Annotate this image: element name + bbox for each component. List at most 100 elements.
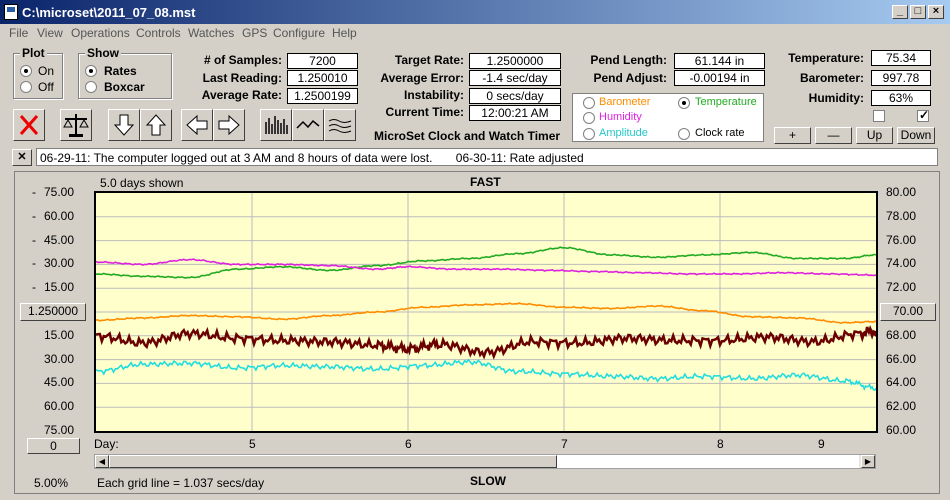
chart-panel	[14, 171, 940, 494]
scroll-track[interactable]	[557, 455, 859, 468]
y-left-tick: 15.00	[44, 280, 75, 295]
pend-adjust-field: -0.00194 in	[674, 70, 765, 86]
y-left-tick: 45.00	[44, 232, 75, 247]
title-bar: C:\microset\2011_07_08.mst _ □ ×	[0, 0, 950, 24]
center-temp-button[interactable]: 70.00	[880, 303, 936, 321]
plot-on-radio[interactable]	[20, 65, 32, 77]
stop-button[interactable]	[13, 109, 45, 141]
smooth-line-button[interactable]	[292, 109, 324, 141]
trace-amplitude-label: Amplitude	[599, 127, 648, 139]
center-rate-button[interactable]: 1.250000	[20, 303, 86, 321]
average-error-label: Average Error:	[380, 71, 464, 85]
y-right-tick: 68.00	[886, 327, 917, 342]
chart-svg	[96, 193, 876, 431]
y-left-tick: 30.00	[44, 256, 75, 271]
menu-gps[interactable]: GPS	[242, 26, 268, 40]
x-tick: 6	[405, 437, 412, 451]
close-window-button[interactable]: ×	[928, 5, 944, 19]
scroll-right-button[interactable]: ▶	[861, 455, 875, 468]
y-left-tick: 75.00	[44, 423, 75, 437]
trace-humidity-radio[interactable]	[583, 112, 595, 124]
samples-field: 7200	[287, 53, 358, 69]
minimize-button[interactable]: _	[892, 5, 908, 19]
arrow-up-button[interactable]	[140, 109, 172, 141]
pend-adjust-label: Pend Adjust:	[593, 71, 667, 85]
average-error-field: -1.4 sec/day	[469, 70, 561, 86]
scale-down-button[interactable]: Down	[897, 127, 935, 144]
app-icon	[4, 4, 18, 20]
balance-button[interactable]	[60, 109, 92, 141]
pend-length-field[interactable]: 61.144 in	[674, 53, 765, 69]
menu-watches[interactable]: Watches	[188, 26, 235, 40]
scale-up-button[interactable]: Up	[856, 127, 893, 144]
series-line-temperature	[96, 246, 876, 279]
env-checkbox-1[interactable]	[873, 110, 885, 122]
trace-barometer-radio[interactable]	[583, 97, 595, 109]
maximize-button[interactable]: □	[910, 5, 926, 19]
instability-label: Instability:	[403, 88, 464, 102]
plot-off-radio[interactable]	[20, 81, 32, 93]
average-rate-field: 1.2500199	[287, 88, 358, 104]
y-right-tick: 76.00	[886, 232, 917, 247]
trace-amplitude-radio[interactable]	[583, 128, 595, 140]
menu-controls[interactable]: Controls	[136, 26, 181, 40]
x-tick: 9	[818, 437, 825, 451]
chart-scrollbar[interactable]: ◀ ▶	[94, 454, 876, 469]
series-line-clock-rate	[96, 324, 876, 360]
arrow-right-button[interactable]	[213, 109, 245, 141]
series-line-barometer	[96, 302, 876, 325]
last-reading-field: 1.250010	[287, 70, 358, 86]
show-boxcar-label: Boxcar	[104, 80, 145, 94]
target-rate-field[interactable]: 1.2500000	[469, 53, 561, 69]
y-right-tick: 74.00	[886, 256, 917, 271]
histogram-button[interactable]	[260, 109, 292, 141]
env-checkbox-2[interactable]: ✓	[917, 108, 930, 122]
arrow-left-icon	[186, 114, 208, 136]
notes-close-button[interactable]: ✕	[12, 149, 32, 166]
scale-minus-button[interactable]: —	[815, 127, 852, 144]
y-left-sign: -	[32, 185, 36, 199]
menu-file[interactable]: File	[9, 26, 29, 40]
arrow-down-icon	[113, 114, 135, 136]
menu-operations[interactable]: Operations	[71, 26, 130, 40]
y-right-tick: 60.00	[886, 423, 917, 437]
temperature-label: Temperature:	[788, 51, 864, 65]
menu-help[interactable]: Help	[332, 26, 357, 40]
window-title: C:\microset\2011_07_08.mst	[22, 5, 196, 20]
show-boxcar-radio[interactable]	[85, 81, 97, 93]
y-left-tick: 75.00	[44, 185, 75, 199]
barometer-label: Barometer:	[799, 71, 864, 85]
temperature-field: 75.34	[871, 50, 931, 66]
series-line-humidity	[96, 258, 876, 277]
days-shown-label: 5.0 days shown	[100, 176, 184, 190]
show-rates-label: Rates	[104, 64, 137, 78]
zero-offset-button[interactable]: 0	[27, 438, 80, 454]
slow-label: SLOW	[470, 474, 506, 488]
menu-view[interactable]: View	[37, 26, 63, 40]
y-left-tick: 45.00	[44, 375, 75, 390]
y-right-tick: 66.00	[886, 351, 917, 366]
show-group: Show Rates Boxcar	[78, 46, 172, 99]
humidity-label: Humidity:	[808, 91, 864, 105]
plot-on-label: On	[38, 64, 55, 78]
arrow-right-icon	[218, 114, 240, 136]
trace-temperature-radio[interactable]	[678, 97, 690, 109]
notes-field[interactable]: 06-29-11: The computer logged out at 3 A…	[36, 148, 938, 166]
arrow-left-button[interactable]	[181, 109, 213, 141]
samples-label: # of Samples:	[203, 53, 282, 67]
barometer-field: 997.78	[871, 70, 931, 86]
trace-clockrate-radio[interactable]	[678, 128, 690, 140]
red-x-icon	[19, 115, 39, 135]
scroll-left-button[interactable]: ◀	[95, 455, 109, 468]
arrow-down-button[interactable]	[108, 109, 140, 141]
show-rates-radio[interactable]	[85, 65, 97, 77]
zoom-label: 5.00%	[34, 476, 69, 490]
chart-plot-area	[94, 191, 878, 433]
multi-line-button[interactable]	[324, 109, 356, 141]
multi-wave-icon	[328, 119, 352, 133]
arrow-up-icon	[145, 114, 167, 136]
scale-plus-button[interactable]: +	[774, 127, 811, 144]
x-tick: 5	[249, 437, 256, 451]
menu-configure[interactable]: Configure	[273, 26, 326, 40]
scroll-thumb[interactable]	[109, 455, 557, 468]
